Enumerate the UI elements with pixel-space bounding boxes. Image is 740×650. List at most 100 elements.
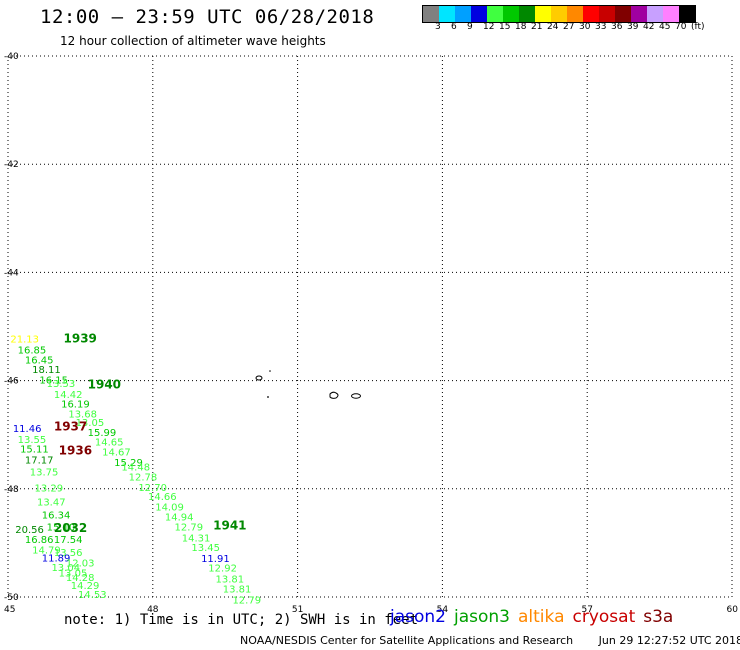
pass-time-label: 1939 — [64, 332, 97, 346]
x-tick-label: 45 — [4, 605, 15, 615]
swh-point-label: 13.04 — [51, 563, 80, 574]
swh-point-label: 14.31 — [182, 533, 211, 544]
swh-point-label: 12.03 — [66, 559, 95, 570]
swh-point-label: 13.75 — [30, 467, 59, 478]
swh-point-label: 16.34 — [42, 511, 71, 522]
swh-point-label: 14.53 — [78, 590, 107, 601]
island-1 — [255, 375, 263, 381]
legend-swatch — [647, 6, 663, 22]
swh-point-label: 14.28 — [66, 573, 95, 584]
island-4 — [329, 391, 339, 399]
swh-point-label: 16.85 — [18, 346, 47, 357]
pass-time-label: 2032 — [54, 521, 87, 535]
y-tick-label: -44 — [4, 268, 19, 278]
swh-point-label: 12.79 — [175, 522, 204, 533]
swh-point-label: 13.53 — [47, 379, 76, 390]
y-tick-label: -42 — [4, 160, 19, 170]
swh-point-label: 15.10 — [47, 522, 76, 533]
swh-point-label: 12.92 — [208, 564, 237, 575]
swh-point-label: 16.86 — [25, 535, 54, 546]
x-tick-label: 48 — [147, 605, 159, 615]
swh-point-label: 12.78 — [129, 473, 158, 484]
legend-label: 27 — [563, 22, 575, 32]
legend-swatch — [535, 6, 551, 22]
color-scale-legend — [422, 5, 696, 23]
legend-swatch — [487, 6, 503, 22]
legend-label: 21 — [531, 22, 543, 32]
map-grid — [7, 55, 733, 598]
pass-time-label: 1937 — [54, 419, 87, 433]
legend-label: 12 — [483, 22, 495, 32]
chart-title: 12:00 – 23:59 UTC 06/28/2018 — [40, 6, 375, 28]
legend-swatch — [599, 6, 615, 22]
swh-point-label: 13.68 — [68, 409, 97, 420]
swh-point-label: 12.79 — [232, 595, 261, 606]
legend-label: 15 — [499, 22, 511, 32]
x-tick-label: 54 — [437, 605, 449, 615]
legend-swatch — [439, 6, 455, 22]
swh-point-label: 13.55 — [18, 435, 47, 446]
footer-credit: NOAA/NESDIS Center for Satellite Applica… — [240, 634, 574, 647]
satellite-jason3: jason3 — [454, 607, 510, 627]
y-tick-label: -46 — [4, 377, 19, 387]
swh-point-label: 13.56 — [54, 548, 83, 559]
swh-point-label: 14.65 — [95, 438, 124, 449]
swh-point-label: 14.29 — [71, 581, 100, 592]
legend-label: 30 — [579, 22, 591, 32]
legend-swatch — [471, 6, 487, 22]
swh-labels: 21.1316.8516.4518.1116.1513.5314.4216.19… — [10, 335, 261, 607]
swh-point-label: 18.11 — [32, 365, 61, 376]
legend-swatch — [615, 6, 631, 22]
footer-timestamp: Jun 29 12:27:52 UTC 2018 — [598, 634, 740, 647]
legend-label: 36 — [611, 22, 623, 32]
legend-label: (ft) — [691, 22, 705, 32]
legend-swatch — [455, 6, 471, 22]
pass-time-label: 1941 — [213, 518, 246, 532]
swh-point-label: 14.09 — [155, 502, 184, 513]
y-tick-label: -40 — [4, 52, 19, 62]
legend-label: 70 — [675, 22, 687, 32]
island-5 — [351, 393, 361, 399]
legend-label: 18 — [515, 22, 527, 32]
legend-label: 42 — [643, 22, 655, 32]
swh-point-label: 14.67 — [102, 447, 131, 458]
color-scale-labels: 3 6 9 12 15 18 21 24 27 30 33 36 39 42 45 70 (ft) — [422, 22, 740, 34]
satellite-jason2: jason2 — [390, 607, 446, 627]
axis-ticks: 45 48 51 54 57 60 -40 -42 -44 -46 -48 -50 — [4, 52, 738, 615]
time-labels: 1939 1940 1937 1936 2032 1941 — [54, 332, 247, 535]
legend-swatch — [551, 6, 567, 22]
legend-swatch — [631, 6, 647, 22]
x-tick-label: 57 — [581, 605, 592, 615]
chart-subtitle: 12 hour collection of altimeter wave hei… — [60, 34, 326, 48]
pass-time-label: 1940 — [88, 378, 121, 392]
legend-label: 9 — [467, 22, 473, 32]
swh-point-label: 13.05 — [59, 568, 88, 579]
swh-point-label: 14.66 — [148, 492, 177, 503]
swh-point-label: 13.45 — [191, 543, 220, 554]
satellite-cryosat: cryosat — [572, 607, 636, 627]
satellite-legend: jason2 jason3 altika cryosat s3a — [390, 607, 681, 627]
pass-time-label: 1936 — [59, 444, 92, 458]
swh-point-label: 11.91 — [201, 554, 230, 565]
swh-point-label: 14.94 — [165, 513, 194, 524]
swh-point-label: 20.56 — [15, 525, 44, 536]
x-tick-label: 60 — [727, 605, 739, 615]
swh-point-label: 21.13 — [10, 335, 39, 346]
legend-swatch — [663, 6, 679, 22]
island-outlines — [255, 370, 361, 399]
legend-label: 45 — [659, 22, 671, 32]
footer: NOAA/NESDIS Center for Satellite Applica… — [240, 634, 740, 647]
island-3 — [267, 396, 269, 398]
swh-point-label: 17.17 — [25, 455, 54, 466]
swh-point-label: 12.70 — [138, 483, 167, 494]
swh-point-label: 13.47 — [37, 498, 66, 509]
swh-point-label: 13.05 — [76, 418, 105, 429]
swh-point-label: 15.11 — [20, 445, 49, 456]
y-tick-label: -48 — [4, 485, 19, 495]
legend-swatch — [567, 6, 583, 22]
swh-point-label: 16.19 — [61, 400, 90, 411]
swh-point-label: 11.46 — [13, 424, 42, 435]
legend-label: 33 — [595, 22, 607, 32]
swh-point-label: 16.15 — [39, 375, 68, 386]
